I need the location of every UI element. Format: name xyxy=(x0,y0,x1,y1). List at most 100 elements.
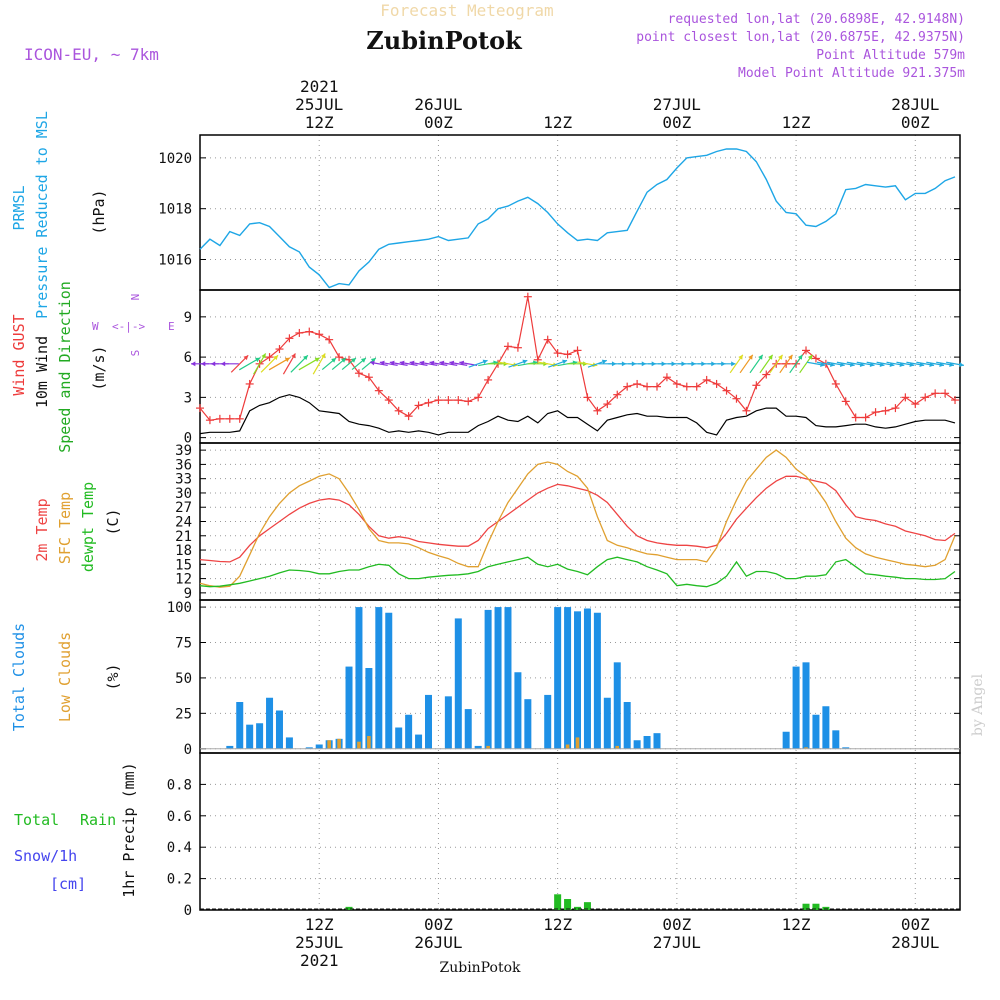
gust-marker xyxy=(374,386,383,395)
model-label: ICON-EU, ~ 7km xyxy=(24,45,159,64)
panel-frame xyxy=(199,289,961,444)
gust-marker xyxy=(911,400,920,409)
wind-direction-arrow xyxy=(789,354,803,374)
gust-marker xyxy=(315,330,324,339)
station-title: ZubinPotok xyxy=(366,26,523,55)
gust-marker xyxy=(225,414,234,423)
total-cloud-bar xyxy=(554,607,562,749)
y-tick-label: 9 xyxy=(184,310,192,326)
total-cloud-bar xyxy=(484,609,492,749)
gust-marker xyxy=(712,379,721,388)
gust-marker xyxy=(931,389,940,398)
y-tick-label: 0 xyxy=(184,742,192,758)
point-altitude: Point Altitude 579m xyxy=(816,48,965,63)
gust-marker xyxy=(384,396,393,405)
y-tick-label: 0 xyxy=(184,903,192,919)
gust-marker xyxy=(513,343,522,352)
gust-marker xyxy=(474,393,483,402)
total-cloud-bar xyxy=(246,724,254,749)
total-cloud-bar xyxy=(464,709,472,749)
rain-bar xyxy=(822,906,830,910)
pressure-unit: (hPa) xyxy=(90,189,108,234)
gust-marker xyxy=(752,381,761,390)
gust-marker xyxy=(643,382,652,391)
gust-marker xyxy=(305,327,314,336)
wind-speed-line xyxy=(199,394,956,436)
precip-unit: 1hr Precip (mm) xyxy=(120,762,138,897)
time-label-bottom: 26JUL xyxy=(414,933,462,952)
total-cloud-bar xyxy=(832,730,840,749)
wind-direction-arrow xyxy=(369,360,388,366)
total-cloud-bar xyxy=(444,696,452,749)
low-cloud-bar xyxy=(367,736,371,749)
time-label-bottom: 28JUL xyxy=(891,933,939,952)
y-tick-label: 50 xyxy=(175,671,192,687)
gust-marker xyxy=(464,397,473,406)
temp-sfc-line xyxy=(199,449,956,588)
pressure-label-prmsl: PRMSL xyxy=(10,185,28,230)
time-label-bottom: 00Z xyxy=(662,915,691,934)
pressure-label-desc: Pressure Reduced to MSL xyxy=(33,111,51,319)
gust-marker xyxy=(732,394,741,403)
wind-direction-arrow xyxy=(769,354,784,374)
model-altitude: Model Point Altitude 921.375m xyxy=(738,66,965,81)
panel-clouds: 0 25 50 75 100 xyxy=(167,599,961,758)
time-label-top: 2021 xyxy=(300,77,339,96)
gust-marker xyxy=(235,414,244,423)
total-cloud-bar xyxy=(226,745,234,749)
y-tick-label: 25 xyxy=(175,706,192,722)
y-tick-label: 18 xyxy=(175,543,192,559)
low-cloud-bar xyxy=(615,745,620,749)
total-cloud-bar xyxy=(792,666,800,749)
total-cloud-bar xyxy=(375,607,383,749)
wind-direction-arrow xyxy=(361,357,377,371)
y-tick-label: 15 xyxy=(175,557,192,573)
total-cloud-bar xyxy=(653,733,661,749)
wind-compass: N S W E <-|-> xyxy=(92,294,175,357)
low-cloud-bar xyxy=(357,741,361,749)
gust-marker xyxy=(692,382,701,391)
time-label-bottom: 27JUL xyxy=(653,933,701,952)
wind-direction-arrow xyxy=(739,354,754,374)
y-tick-label: 1020 xyxy=(158,151,192,167)
time-label-bottom: 12Z xyxy=(782,915,811,934)
precip-rain-label: Rain xyxy=(80,811,116,829)
gust-marker xyxy=(831,379,840,388)
wind-direction-arrow xyxy=(409,360,428,366)
gust-marker xyxy=(523,292,532,301)
time-label-top: 27JUL xyxy=(653,95,701,114)
gust-marker xyxy=(533,355,542,364)
y-tick-label: 75 xyxy=(175,636,192,652)
wind-direction-arrow xyxy=(759,354,774,374)
wind-direction-arrow xyxy=(312,353,326,375)
gust-marker xyxy=(623,382,632,391)
wind-direction-arrow xyxy=(253,353,267,375)
wind-direction-arrow xyxy=(298,357,320,371)
total-cloud-bar xyxy=(633,740,641,749)
y-tick-label: 3 xyxy=(184,390,192,406)
wind-direction-arrow xyxy=(331,357,347,371)
gust-marker xyxy=(434,396,443,405)
gust-marker xyxy=(742,406,751,415)
wind-direction-arrow xyxy=(268,357,291,371)
gust-marker xyxy=(891,404,900,413)
gust-marker xyxy=(215,414,224,423)
gust-marker xyxy=(881,406,890,415)
y-tick-label: 21 xyxy=(175,529,192,545)
gust-marker xyxy=(205,416,214,425)
y-tick-label: 100 xyxy=(167,600,192,616)
footer-station: ZubinPotok xyxy=(439,960,521,976)
precip-total-label: Total xyxy=(14,811,59,829)
total-cloud-bar xyxy=(275,710,283,749)
time-label-top: 12Z xyxy=(305,113,334,132)
total-cloud-bar xyxy=(454,618,462,749)
wind-direction-arrow xyxy=(389,360,408,366)
compass-n: N xyxy=(129,294,142,301)
total-cloud-bar xyxy=(564,607,572,749)
time-label-top: 12Z xyxy=(543,113,572,132)
gust-marker xyxy=(364,373,373,382)
rain-bar xyxy=(345,906,353,910)
wind-direction-arrow xyxy=(230,354,249,373)
time-label-top: 25JUL xyxy=(295,95,343,114)
